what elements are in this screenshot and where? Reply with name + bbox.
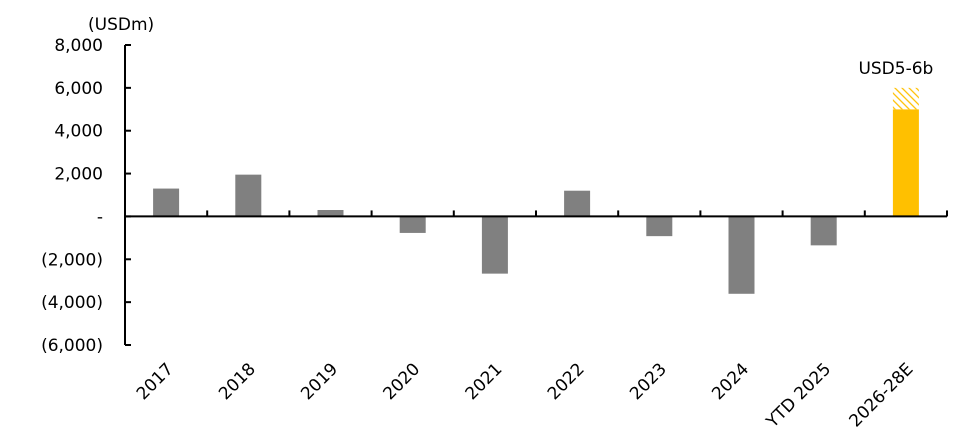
x-tick-label: 2021 — [462, 359, 507, 404]
estimate-label: USD5-6b — [858, 59, 933, 79]
bar-2022 — [564, 190, 591, 217]
x-tick-label: 2022 — [544, 359, 589, 404]
bar-estimate-range — [892, 87, 919, 110]
bar-2021 — [481, 216, 508, 274]
y-tick-label: (4,000) — [41, 293, 103, 313]
x-tick-label: 2024 — [708, 359, 753, 404]
bar-2024 — [728, 216, 755, 294]
x-tick-label: 2017 — [133, 359, 178, 404]
x-tick-label: 2018 — [215, 359, 260, 404]
x-tick-label: 2023 — [626, 359, 671, 404]
y-tick-label: - — [97, 207, 103, 227]
y-unit-label: (USDm) — [88, 15, 154, 35]
bar-2023 — [646, 216, 673, 237]
bar-2026-28e — [892, 109, 919, 217]
x-tick-label: YTD 2025 — [762, 359, 835, 432]
x-tick-label: 2026-28E — [845, 359, 917, 431]
bar-2019 — [317, 210, 344, 217]
x-tick-label: 2020 — [380, 359, 425, 404]
bar-2017 — [153, 188, 180, 217]
y-tick-label: 4,000 — [54, 122, 103, 142]
y-tick-label: (2,000) — [41, 250, 103, 270]
bar-2018 — [235, 174, 262, 217]
bar-2020 — [399, 216, 426, 233]
y-tick-label: (6,000) — [41, 336, 103, 356]
y-tick-label: 2,000 — [54, 165, 103, 185]
bars — [153, 87, 919, 294]
y-tick-label: 8,000 — [54, 36, 103, 56]
x-tick-label: 2019 — [297, 359, 342, 404]
y-tick-label: 6,000 — [54, 79, 103, 99]
y-axis: 8,000 6,000 4,000 2,000 - (2,000) (4,000) (6,00… — [41, 36, 131, 356]
bar-ytd-2025 — [810, 216, 837, 246]
